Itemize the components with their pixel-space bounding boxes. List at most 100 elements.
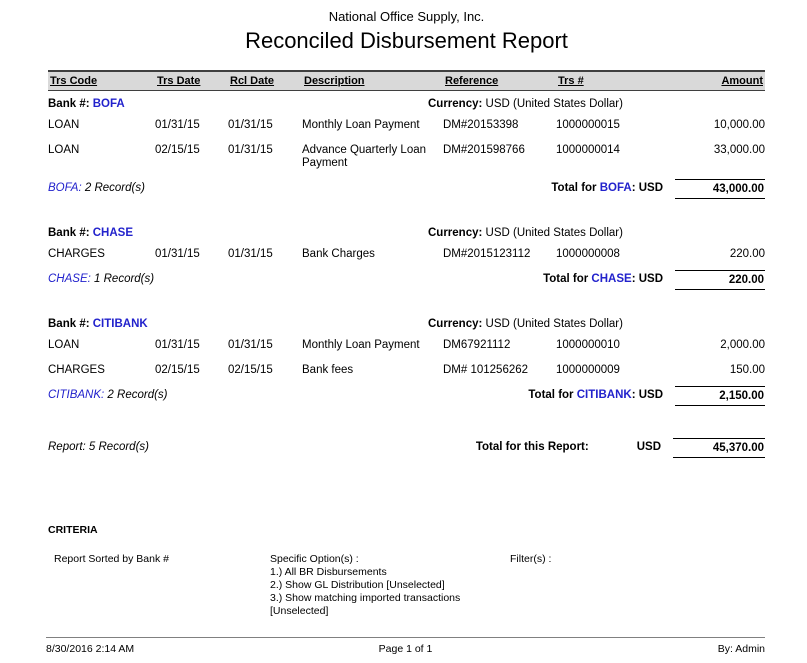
criteria-specific-options: Specific Option(s) : 1.) All BR Disburse… [270, 553, 510, 618]
currency-label: Currency: [428, 318, 486, 330]
table-row: CHARGES 01/31/15 01/31/15 Bank Charges D… [48, 243, 765, 268]
criteria-option: 2.) Show GL Distribution [Unselected] [270, 579, 445, 591]
col-header-reference: Reference [445, 75, 499, 87]
currency-line: Currency: USD (United States Dollar) [428, 318, 623, 330]
cell-trs-code: LOAN [48, 144, 80, 156]
bank-group-chase: Bank #: CHASE Currency: USD (United Stat… [48, 220, 765, 290]
report-title: Reconciled Disbursement Report [245, 28, 568, 53]
group-records-bank: CITIBANK: [48, 389, 105, 401]
group-total-label: Total for CHASE: USD [543, 273, 663, 285]
cell-trs-num: 1000000009 [556, 364, 620, 376]
cell-description: Monthly Loan Payment [302, 339, 420, 351]
criteria-filters-label: Filter(s) : [510, 553, 552, 565]
criteria-option: 1.) All BR Disbursements [270, 566, 387, 578]
bank-label: Bank #: [48, 318, 93, 330]
currency-label: Currency: [428, 98, 486, 110]
criteria-columns: Report Sorted by Bank # Specific Option(… [48, 553, 765, 618]
cell-amount: 220.00 [729, 248, 765, 260]
group-records-bank: BOFA: [48, 182, 82, 194]
group-records-bank: CHASE: [48, 273, 91, 285]
group-total-amount: 43,000.00 [675, 179, 765, 199]
cell-amount: 10,000.00 [713, 119, 765, 131]
cell-amount: 2,000.00 [720, 339, 765, 351]
bank-group-footer: CHASE: 1 Record(s) Total for CHASE: USD … [48, 270, 765, 290]
group-record-count: CHASE: 1 Record(s) [48, 270, 543, 285]
report-total-amount: 45,370.00 [673, 438, 765, 458]
cell-description: Bank fees [302, 364, 354, 376]
cell-trs-code: CHARGES [48, 248, 105, 260]
group-records-text: 1 Record(s) [90, 273, 155, 285]
cell-reference: DM#201598766 [443, 144, 525, 156]
col-header-trs-date: Trs Date [157, 75, 201, 87]
table-row: CHARGES 02/15/15 02/15/15 Bank fees DM# … [48, 359, 765, 384]
group-total-bank: CITIBANK [576, 389, 632, 401]
bank-code-link[interactable]: CHASE [92, 227, 134, 239]
cell-trs-code: CHARGES [48, 364, 105, 376]
report-table: Trs Code Trs Date Rcl Date Description R… [48, 70, 765, 618]
footer-datetime: 8/30/2016 2:14 AM [46, 643, 135, 655]
table-row: LOAN 02/15/15 01/31/15 Advance Quarterly… [48, 139, 765, 177]
report-summary-row: Report: 5 Record(s) Total for this Repor… [48, 438, 765, 458]
col-header-trs-code: Trs Code [50, 75, 98, 87]
cell-description: Monthly Loan Payment [302, 119, 420, 131]
footer-page-number: Page 1 of 1 [378, 643, 433, 655]
group-total-amount: 2,150.00 [675, 386, 765, 406]
cell-rcl-date: 01/31/15 [228, 144, 273, 156]
cell-rcl-date: 01/31/15 [228, 339, 273, 351]
group-record-count: CITIBANK: 2 Record(s) [48, 386, 528, 401]
bank-group-citibank: Bank #: CITIBANK Currency: USD (United S… [48, 311, 765, 406]
group-records-text: 2 Record(s) [104, 389, 168, 401]
report-content: National Office Supply, Inc. Reconciled … [48, 9, 765, 618]
criteria-sorted-by: Report Sorted by Bank # [54, 553, 169, 565]
cell-description: Advance Quarterly Loan Payment [302, 144, 427, 169]
footer-printed-by: By: Admin [717, 643, 765, 655]
cell-trs-num: 1000000015 [556, 119, 620, 131]
cell-trs-num: 1000000014 [556, 144, 620, 156]
group-records-text: 2 Record(s) [81, 182, 145, 194]
table-row: LOAN 01/31/15 01/31/15 Monthly Loan Paym… [48, 114, 765, 139]
col-header-description: Description [304, 75, 365, 87]
col-header-trs-num: Trs # [558, 75, 584, 87]
report-total-currency: USD [636, 441, 661, 453]
cell-rcl-date: 01/31/15 [228, 248, 273, 260]
cell-amount: 150.00 [729, 364, 765, 376]
cell-amount: 33,000.00 [713, 144, 765, 156]
cell-trs-code: LOAN [48, 119, 80, 131]
col-header-rcl-date: Rcl Date [230, 75, 275, 87]
cell-rcl-date: 01/31/15 [228, 119, 273, 131]
bank-group-header: Bank #: BOFA Currency: USD (United State… [48, 91, 765, 114]
cell-description: Bank Charges [302, 248, 375, 260]
criteria-heading: CRITERIA [48, 524, 98, 536]
group-total-bank: CHASE [591, 273, 632, 285]
cell-trs-num: 1000000008 [556, 248, 620, 260]
bank-group-header: Bank #: CITIBANK Currency: USD (United S… [48, 311, 765, 334]
currency-value: USD (United States Dollar) [485, 98, 623, 110]
currency-line: Currency: USD (United States Dollar) [428, 227, 623, 239]
report-record-count: Report: 5 Record(s) [48, 441, 149, 453]
cell-reference: DM#2015123112 [443, 248, 531, 260]
cell-trs-date: 02/15/15 [155, 144, 200, 156]
cell-trs-num: 1000000010 [556, 339, 620, 351]
criteria-option: 3.) Show matching imported transactions … [270, 592, 461, 617]
criteria-options-label: Specific Option(s) : [270, 553, 359, 565]
table-row: LOAN 01/31/15 01/31/15 Monthly Loan Paym… [48, 334, 765, 359]
col-header-amount: Amount [721, 75, 763, 87]
cell-trs-date: 01/31/15 [155, 119, 200, 131]
cell-reference: DM#20153398 [443, 119, 519, 131]
bank-code-link[interactable]: BOFA [92, 98, 125, 110]
group-total-bank: BOFA [599, 182, 632, 194]
bank-group-header: Bank #: CHASE Currency: USD (United Stat… [48, 220, 765, 243]
bank-group-footer: CITIBANK: 2 Record(s) Total for CITIBANK… [48, 386, 765, 406]
cell-rcl-date: 02/15/15 [228, 364, 273, 376]
bank-group-footer: BOFA: 2 Record(s) Total for BOFA: USD 43… [48, 179, 765, 199]
company-name: National Office Supply, Inc. [328, 9, 485, 24]
group-total-label: Total for BOFA: USD [551, 182, 663, 194]
currency-value: USD (United States Dollar) [485, 227, 623, 239]
cell-trs-code: LOAN [48, 339, 80, 351]
bank-code-link[interactable]: CITIBANK [92, 318, 148, 330]
criteria-section: CRITERIA Report Sorted by Bank # Specifi… [48, 524, 765, 618]
currency-label: Currency: [428, 227, 486, 239]
cell-trs-date: 01/31/15 [155, 248, 200, 260]
group-record-count: BOFA: 2 Record(s) [48, 179, 551, 194]
